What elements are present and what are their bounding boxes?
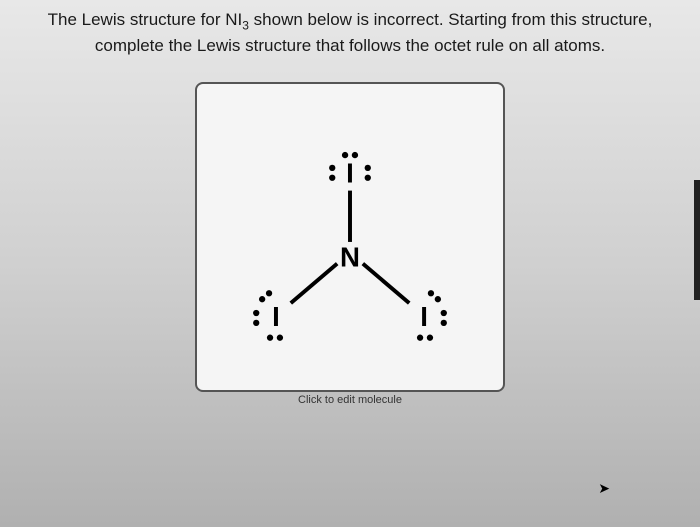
lone-pair-dot xyxy=(253,310,259,316)
atom-i-left: I xyxy=(272,301,280,332)
bond-n-left-i xyxy=(291,264,337,303)
lone-pair-dot xyxy=(253,320,259,326)
question-line2: complete the Lewis structure that follow… xyxy=(95,36,605,55)
lewis-structure-svg: N I I I xyxy=(197,84,503,390)
atom-n: N xyxy=(340,242,360,273)
lone-pair-dot xyxy=(329,165,335,171)
molecule-editor[interactable]: N I I I xyxy=(195,82,505,392)
lone-pair-dot xyxy=(267,335,273,341)
lone-pair-dot xyxy=(417,335,423,341)
lone-pair-dot xyxy=(365,165,371,171)
lone-pair-dot xyxy=(365,175,371,181)
lone-pair-dot xyxy=(329,175,335,181)
lone-pair-dot xyxy=(259,296,265,302)
question-text: The Lewis structure for NI3 shown below … xyxy=(0,0,700,62)
lone-pair-dot xyxy=(441,320,447,326)
atom-i-right: I xyxy=(420,301,428,332)
lone-pair-dot xyxy=(352,152,358,158)
lone-pair-dot xyxy=(266,290,272,296)
question-subscript: 3 xyxy=(242,18,249,32)
bond-n-right-i xyxy=(363,264,409,303)
lone-pair-dot xyxy=(428,290,434,296)
lone-pair-dot xyxy=(277,335,283,341)
lone-pair-dot xyxy=(427,335,433,341)
side-scrollbar[interactable] xyxy=(694,180,700,300)
question-line1-after: shown below is incorrect. Starting from … xyxy=(249,10,652,29)
molecule-caption: Click to edit molecule xyxy=(0,394,700,406)
lone-pair-dot xyxy=(441,310,447,316)
question-line1-before: The Lewis structure for NI xyxy=(48,10,243,29)
atom-i-top: I xyxy=(346,158,354,189)
lone-pair-dot xyxy=(435,296,441,302)
cursor-icon: ➤ xyxy=(598,480,610,497)
lone-pair-dot xyxy=(342,152,348,158)
